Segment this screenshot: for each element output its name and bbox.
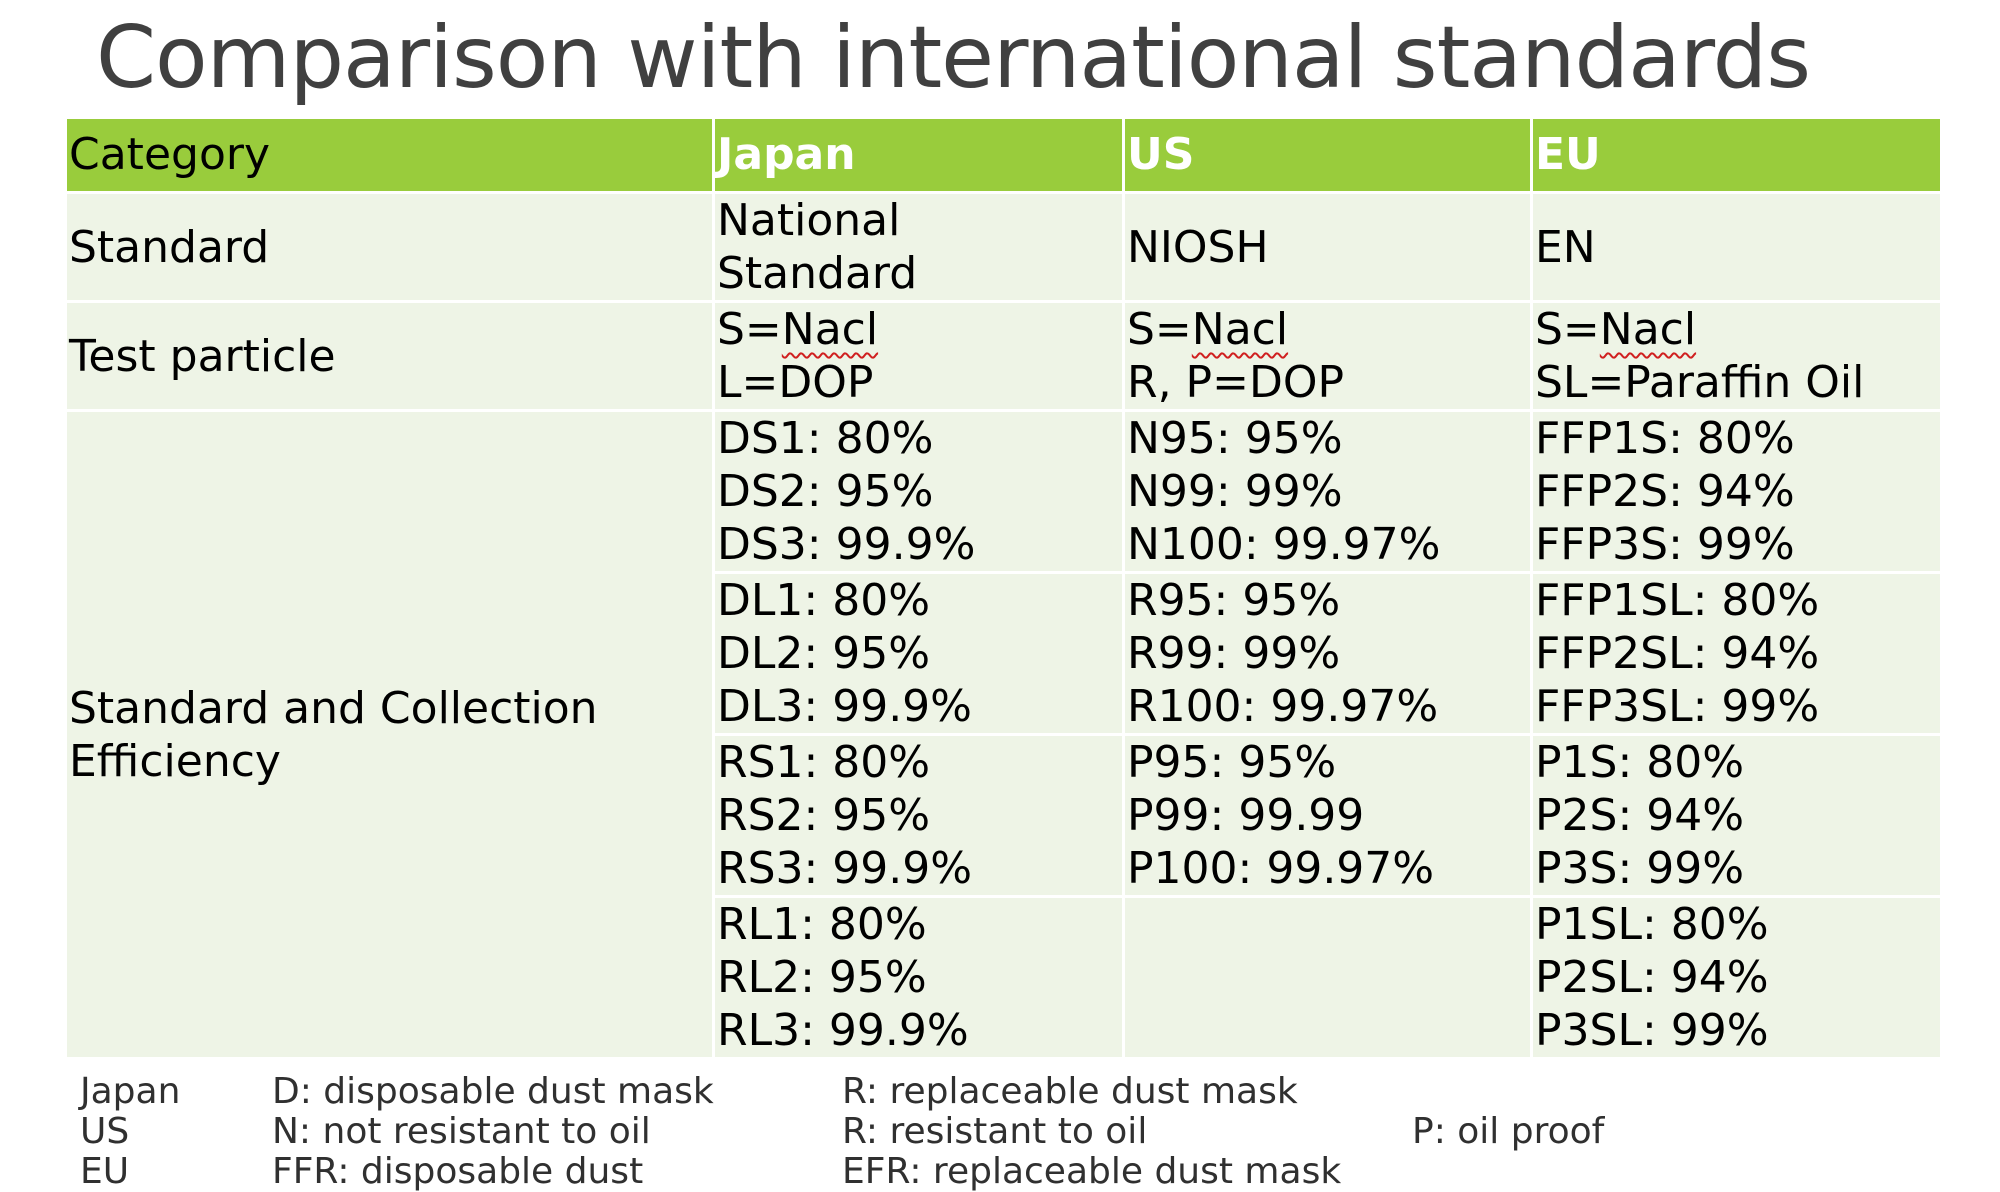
efficiency-value: R100: 99.97% — [1127, 681, 1439, 732]
efficiency-value: P99: 99.99 — [1127, 790, 1365, 841]
efficiency-value: P95: 95% — [1127, 737, 1337, 789]
efficiency-value: P100: 99.97% — [1127, 843, 1435, 894]
standard-row: Standard National Standard NIOSH EN — [64, 191, 1943, 303]
legend-note: FFR: disposable dust — [272, 1151, 644, 1192]
efficiency-eu: FFP1SL: 80% FFP2SL: 94% FFP3SL: 99% — [1530, 571, 1943, 736]
header-row: Category Japan US EU — [64, 116, 1943, 194]
standard-us: NIOSH — [1122, 191, 1533, 303]
header-category: Category — [64, 116, 715, 194]
efficiency-label-line: Standard and Collection — [69, 682, 598, 734]
efficiency-row: RS1: 80% RS2: 95% RS3: 99.9% P95: 95% P9… — [66, 733, 1943, 898]
test-particle-line: SL=Paraffin Oil — [1535, 357, 1865, 408]
efficiency-value: P1S: 80% — [1535, 737, 1745, 789]
efficiency-japan: DL1: 80% DL2: 95% DL3: 99.9% — [712, 571, 1125, 736]
efficiency-value: FFP2SL: 94% — [1535, 628, 1820, 679]
efficiency-us — [1122, 895, 1533, 1060]
efficiency-value: P2SL: 94% — [1535, 952, 1769, 1003]
legend-note: D: disposable dust mask — [272, 1071, 714, 1112]
test-particle-line: L=DOP — [717, 357, 874, 408]
efficiency-value: P2S: 94% — [1535, 790, 1745, 841]
standard-japan-line: National — [717, 195, 901, 247]
legend-note: EFR: replaceable dust mask — [842, 1151, 1342, 1192]
header-japan: Japan — [712, 116, 1125, 194]
efficiency-value: RS3: 99.9% — [717, 843, 973, 894]
efficiency-value: DL1: 80% — [717, 575, 930, 627]
efficiency-us: P95: 95% P99: 99.99 P100: 99.97% — [1122, 733, 1533, 898]
page-title: Comparison with international standards — [96, 8, 1811, 108]
efficiency-row: RL1: 80% RL2: 95% RL3: 99.9% P1SL: 80% P… — [66, 895, 1943, 1060]
efficiency-eu: FFP1S: 80% FFP2S: 94% FFP3S: 99% — [1530, 409, 1943, 574]
test-particle-japan: S=Nacl L=DOP — [712, 300, 1125, 412]
efficiency-value: P1SL: 80% — [1535, 899, 1769, 951]
efficiency-eu: P1SL: 80% P2SL: 94% P3SL: 99% — [1530, 895, 1943, 1060]
efficiency-value: FFP3SL: 99% — [1535, 681, 1820, 732]
efficiency-value: R95: 95% — [1127, 575, 1341, 627]
test-particle-eu: S=Nacl SL=Paraffin Oil — [1530, 300, 1943, 412]
test-particle-nacl: Nacl — [1191, 304, 1289, 356]
efficiency-label-line: Efficiency — [69, 735, 281, 787]
efficiency-value: RL1: 80% — [717, 899, 927, 951]
efficiency-value: N100: 99.97% — [1127, 519, 1441, 570]
test-particle-prefix: S= — [1127, 304, 1192, 356]
test-particle-line: R, P=DOP — [1127, 357, 1344, 408]
legend-note: N: not resistant to oil — [272, 1111, 651, 1152]
standard-japan-line: Standard — [717, 248, 918, 299]
legend-region: EU — [80, 1151, 130, 1192]
efficiency-value: FFP1S: 80% — [1535, 413, 1795, 465]
efficiency-value: DS3: 99.9% — [717, 519, 976, 570]
efficiency-value: DL3: 99.9% — [717, 681, 972, 732]
efficiency-value: P3S: 99% — [1535, 843, 1745, 894]
efficiency-eu: P1S: 80% P2S: 94% P3S: 99% — [1530, 733, 1943, 898]
efficiency-value: N95: 95% — [1127, 413, 1343, 465]
efficiency-japan: RL1: 80% RL2: 95% RL3: 99.9% — [712, 895, 1125, 1060]
comparison-table: Category Japan US EU Standard National S… — [64, 116, 1943, 1060]
efficiency-value: R99: 99% — [1127, 628, 1341, 679]
test-particle-line: S=Nacl — [1535, 304, 1938, 357]
efficiency-value: RL2: 95% — [717, 952, 927, 1003]
efficiency-label: Standard and Collection Efficiency — [64, 409, 715, 1060]
standard-eu: EN — [1530, 191, 1943, 303]
header-eu: EU — [1530, 116, 1943, 194]
header-us: US — [1122, 116, 1533, 194]
efficiency-value: FFP1SL: 80% — [1535, 575, 1820, 627]
legend-note: R: replaceable dust mask — [842, 1071, 1298, 1112]
efficiency-japan: DS1: 80% DS2: 95% DS3: 99.9% — [712, 409, 1125, 574]
efficiency-value: P3SL: 99% — [1535, 1005, 1769, 1056]
efficiency-us: R95: 95% R99: 99% R100: 99.97% — [1122, 571, 1533, 736]
efficiency-value: N99: 99% — [1127, 466, 1343, 517]
efficiency-value: RS1: 80% — [717, 737, 931, 789]
legend-region: Japan — [80, 1071, 181, 1112]
efficiency-value: FFP3S: 99% — [1535, 519, 1795, 570]
test-particle-prefix: S= — [1535, 304, 1600, 356]
efficiency-value: RL3: 99.9% — [717, 1005, 969, 1056]
legend-note: R: resistant to oil — [842, 1111, 1148, 1152]
efficiency-value: RS2: 95% — [717, 790, 931, 841]
test-particle-line: S=Nacl — [717, 304, 1120, 357]
efficiency-value: DS1: 80% — [717, 413, 934, 465]
efficiency-value: DS2: 95% — [717, 466, 934, 517]
test-particle-nacl: Nacl — [781, 304, 879, 356]
test-particle-prefix: S= — [717, 304, 782, 356]
efficiency-row: Standard and Collection Efficiency DS1: … — [64, 409, 1943, 1060]
legend-region: US — [80, 1111, 130, 1152]
standard-label: Standard — [64, 191, 715, 303]
efficiency-value: FFP2S: 94% — [1535, 466, 1795, 517]
efficiency-row: DL1: 80% DL2: 95% DL3: 99.9% R95: 95% R9… — [66, 571, 1943, 736]
test-particle-line: S=Nacl — [1127, 304, 1528, 357]
standard-japan: National Standard — [712, 191, 1125, 303]
efficiency-value: DL2: 95% — [717, 628, 930, 679]
legend-note: P: oil proof — [1412, 1111, 1605, 1152]
test-particle-us: S=Nacl R, P=DOP — [1122, 300, 1533, 412]
test-particle-row: Test particle S=Nacl L=DOP S=Nacl R, P=D… — [64, 300, 1943, 412]
test-particle-nacl: Nacl — [1599, 304, 1697, 356]
efficiency-us: N95: 95% N99: 99% N100: 99.97% — [1122, 409, 1533, 574]
efficiency-japan: RS1: 80% RS2: 95% RS3: 99.9% — [712, 733, 1125, 898]
test-particle-label: Test particle — [64, 300, 715, 412]
